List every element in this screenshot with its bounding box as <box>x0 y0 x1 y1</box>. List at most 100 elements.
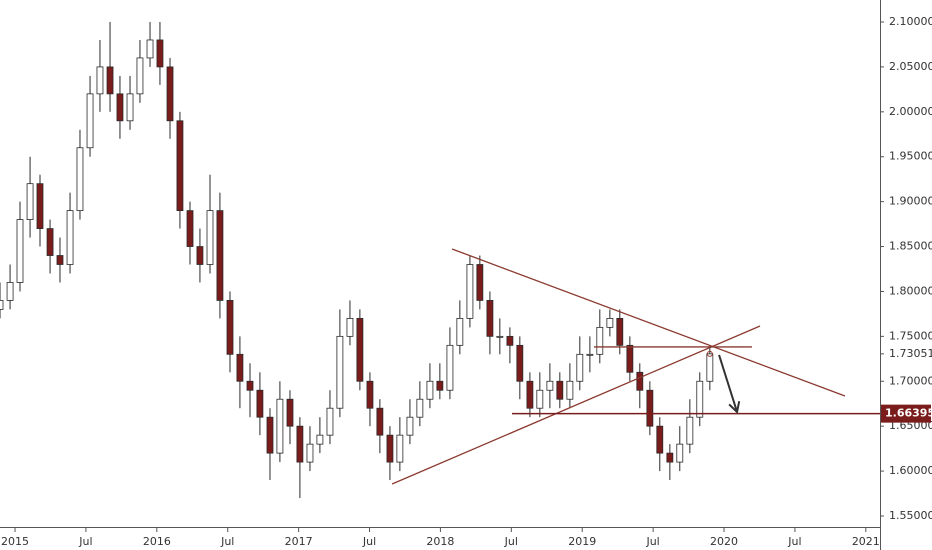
y-tick-label: 2.10000 <box>889 15 932 28</box>
candle-body <box>696 380 704 418</box>
candle-body <box>116 93 124 122</box>
candle-body <box>86 93 94 149</box>
candle-body <box>316 434 324 445</box>
candle-body <box>346 317 354 337</box>
candle-body <box>6 282 14 301</box>
candle-body <box>676 443 684 463</box>
candle-body <box>16 219 24 283</box>
y-tick-label: 1.70000 <box>889 374 932 387</box>
y-tick-label: 2.05000 <box>889 60 932 73</box>
x-tick-label: 2019 <box>568 535 596 548</box>
candle-body <box>36 183 44 229</box>
y-tick-label: 1.80000 <box>889 284 932 297</box>
candle-body <box>566 380 574 400</box>
candle-body <box>436 380 444 391</box>
candle-body <box>656 425 664 454</box>
y-tick-label: 1.60000 <box>889 464 932 477</box>
x-tick-label: Jul <box>645 535 659 548</box>
candle-body <box>666 452 674 463</box>
candle-body <box>256 389 264 418</box>
candle-body <box>646 389 654 427</box>
candle-body <box>476 264 484 301</box>
candle-body <box>386 434 394 463</box>
candle-body <box>366 380 374 409</box>
candle-body <box>266 416 274 454</box>
x-tick-label: 2015 <box>1 535 29 548</box>
x-tick-label: 2021 <box>852 535 880 548</box>
last-price-label: 1.73051 <box>889 347 932 360</box>
candle-body <box>276 398 284 454</box>
candle-body <box>136 57 144 95</box>
candle-body <box>126 93 134 122</box>
candle-body <box>466 264 474 319</box>
arrow-head <box>728 400 741 414</box>
candle-body <box>606 317 614 328</box>
candle-body <box>306 443 314 463</box>
x-tick-label: 2017 <box>285 535 313 548</box>
y-tick-label: 1.75000 <box>889 329 932 342</box>
candle-body <box>506 335 514 346</box>
candle-body <box>446 344 454 391</box>
y-tick-label: 1.85000 <box>889 240 932 253</box>
candle-body <box>156 39 164 68</box>
candle-body <box>326 407 334 436</box>
x-tick-label: Jul <box>362 535 376 548</box>
arrow-shaft <box>718 354 739 413</box>
candle-body <box>526 380 534 409</box>
candle-body <box>336 335 344 409</box>
candle-body <box>426 380 434 400</box>
candle-body <box>626 344 634 373</box>
x-tick-label: Jul <box>220 535 234 548</box>
candle-body <box>706 353 714 382</box>
candle-body <box>556 380 564 400</box>
candle-body <box>176 120 184 212</box>
level-label: 1.66395 <box>885 407 932 420</box>
candle-body <box>286 398 294 427</box>
candle-body <box>406 416 414 436</box>
candle-body <box>196 246 204 265</box>
x-tick-label: 2016 <box>143 535 171 548</box>
trendline <box>451 248 846 397</box>
y-tick-label: 1.95000 <box>889 150 932 163</box>
candle-body <box>536 389 544 409</box>
candle-body <box>186 210 194 247</box>
candle-body <box>486 300 494 337</box>
y-tick-label: 1.55000 <box>889 509 932 522</box>
candle-body <box>686 416 694 445</box>
candle-body <box>246 380 254 391</box>
candle-body <box>96 66 104 95</box>
trendline <box>391 325 761 485</box>
candle-body <box>26 183 34 220</box>
candle-body <box>76 147 84 212</box>
candle-body <box>46 228 54 256</box>
level-label-box <box>881 404 931 423</box>
candle-body <box>376 407 384 436</box>
candle-body <box>296 425 304 463</box>
candle-body <box>106 66 114 95</box>
candle-body <box>226 300 234 355</box>
x-tick-label: Jul <box>787 535 801 548</box>
x-tick-label: Jul <box>504 535 518 548</box>
candle-body <box>356 317 364 382</box>
candle-body <box>206 210 214 265</box>
x-tick-label: Jul <box>78 535 92 548</box>
candle-body <box>516 344 524 382</box>
candle-body <box>146 39 154 59</box>
apex-marker <box>706 350 713 357</box>
candle-body <box>66 210 74 265</box>
candle-body <box>596 326 604 355</box>
candle-body <box>416 398 424 418</box>
candle-body <box>216 210 224 301</box>
y-tick-label: 2.00000 <box>889 105 932 118</box>
candle-body <box>636 371 644 391</box>
candle-body <box>396 434 404 463</box>
candle-body <box>616 317 624 346</box>
candle-body <box>166 66 174 122</box>
x-tick-label: 2020 <box>710 535 738 548</box>
candle-body <box>576 353 584 382</box>
candle-body <box>56 255 64 265</box>
candle-body <box>586 353 594 356</box>
candle-body <box>546 380 554 391</box>
